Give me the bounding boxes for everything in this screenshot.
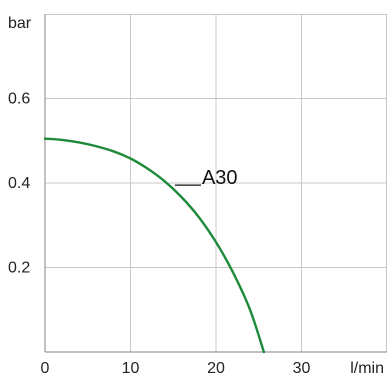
x-tick-label: 0 [41,360,50,376]
x-axis-label: l/min [350,360,384,376]
y-tick-label: 0.2 [8,260,30,277]
labels: 0 10 20 30 0.2 0.4 0.6 bar l/min A30 [8,15,384,376]
y-tick-label: 0.4 [8,175,30,192]
x-tick-label: 10 [122,360,140,376]
x-tick-label: 20 [207,360,225,376]
series-layer [43,137,266,354]
y-axis-label: bar [8,15,32,32]
axes [44,14,387,353]
x-tick-label: 30 [293,360,311,376]
series-label-a30: A30 [202,167,238,189]
y-tick-label: 0.6 [8,91,30,108]
series-line-a30 [43,137,266,354]
